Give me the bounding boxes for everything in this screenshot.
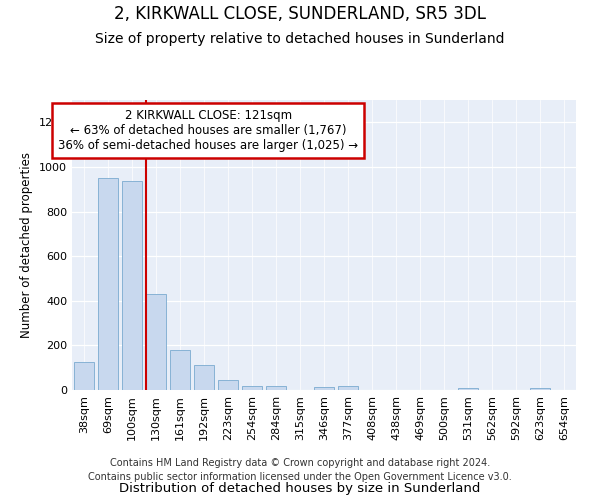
Bar bbox=[146, 294, 166, 390]
Bar bbox=[98, 178, 118, 390]
Bar bbox=[194, 365, 214, 390]
Text: Size of property relative to detached houses in Sunderland: Size of property relative to detached ho… bbox=[95, 32, 505, 46]
Bar bbox=[74, 362, 94, 390]
Text: 2, KIRKWALL CLOSE, SUNDERLAND, SR5 3DL: 2, KIRKWALL CLOSE, SUNDERLAND, SR5 3DL bbox=[114, 5, 486, 23]
Bar bbox=[458, 388, 478, 390]
Text: Distribution of detached houses by size in Sunderland: Distribution of detached houses by size … bbox=[119, 482, 481, 495]
Bar bbox=[338, 386, 358, 390]
Text: 2 KIRKWALL CLOSE: 121sqm
← 63% of detached houses are smaller (1,767)
36% of sem: 2 KIRKWALL CLOSE: 121sqm ← 63% of detach… bbox=[58, 108, 358, 152]
Bar bbox=[170, 350, 190, 390]
Bar bbox=[266, 386, 286, 390]
Bar bbox=[314, 386, 334, 390]
Text: Contains HM Land Registry data © Crown copyright and database right 2024.
Contai: Contains HM Land Registry data © Crown c… bbox=[88, 458, 512, 481]
Y-axis label: Number of detached properties: Number of detached properties bbox=[20, 152, 34, 338]
Bar bbox=[218, 380, 238, 390]
Bar bbox=[122, 182, 142, 390]
Bar bbox=[530, 388, 550, 390]
Bar bbox=[242, 386, 262, 390]
